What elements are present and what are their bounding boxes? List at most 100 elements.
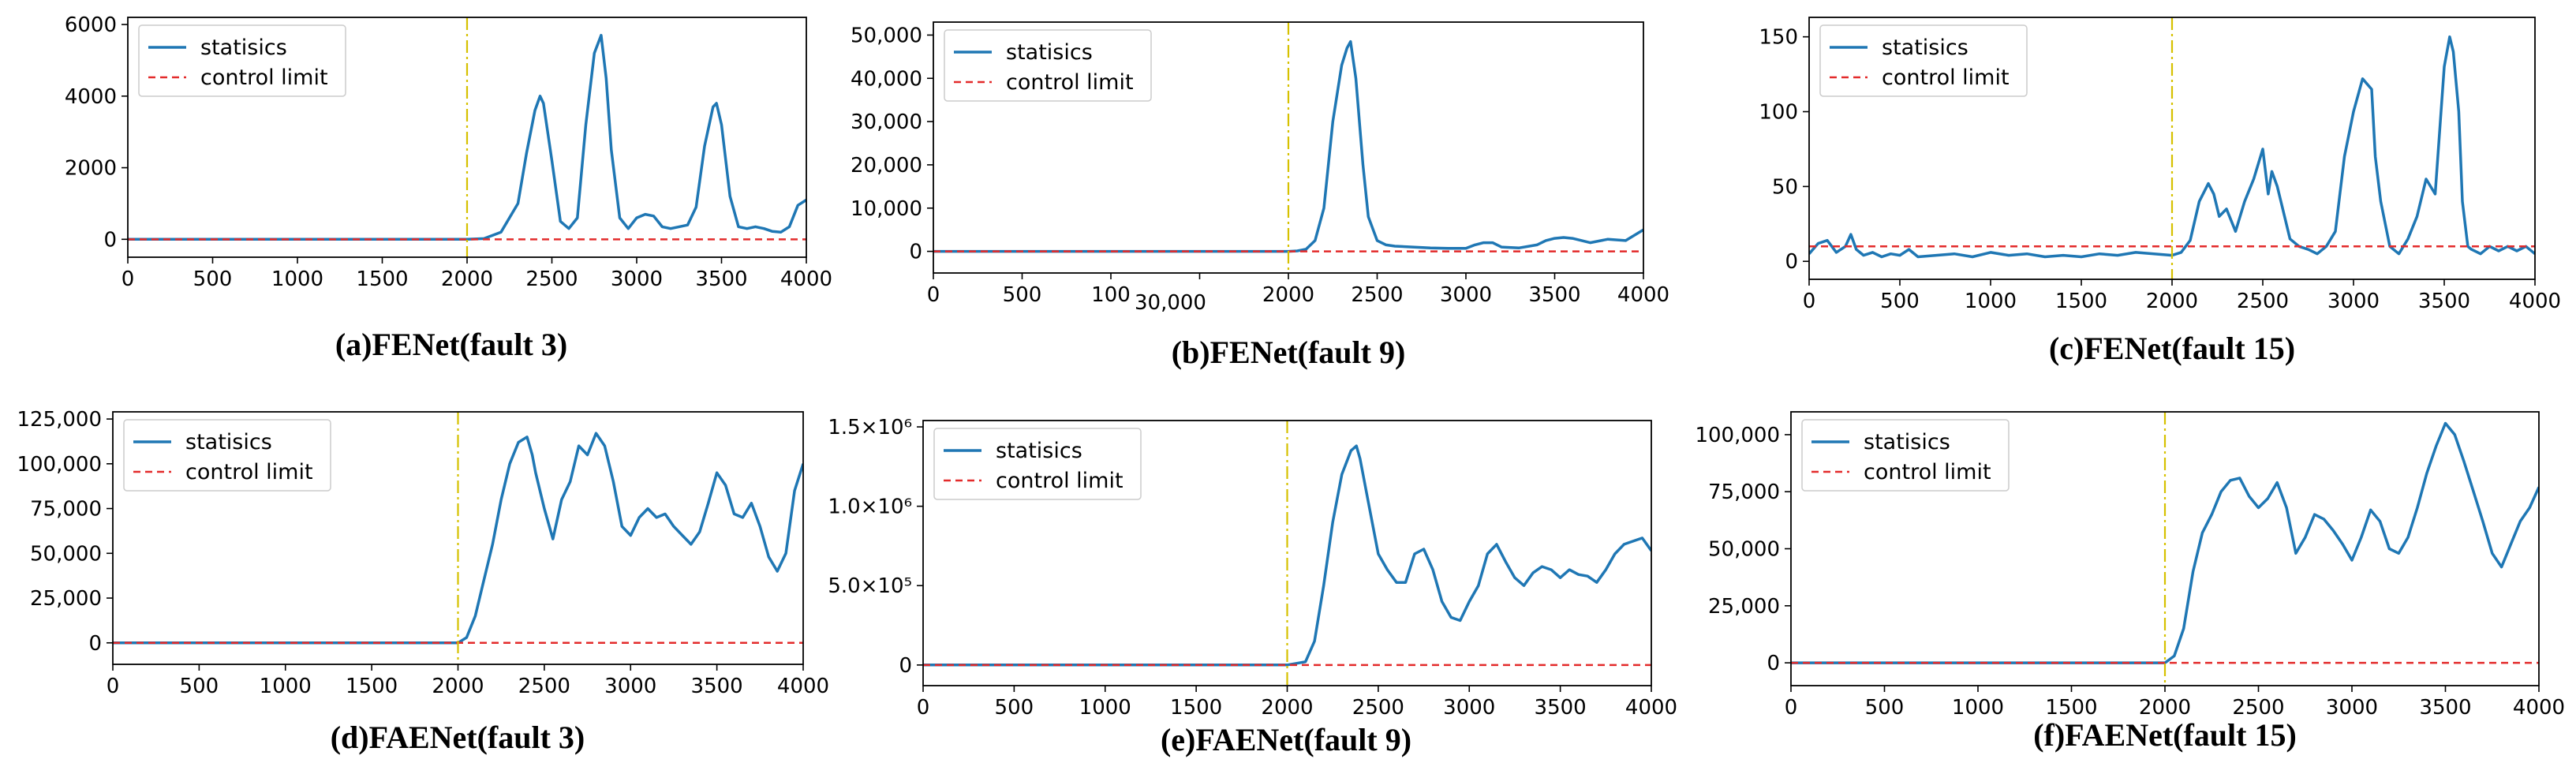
panel-caption: (f)FAENet(fault 15)	[2033, 717, 2297, 753]
panel-caption: (a)FENet(fault 3)	[335, 327, 567, 362]
x-tick-label: 3500	[1528, 283, 1580, 307]
y-tick-label: 75,000	[30, 498, 102, 522]
x-tick-label: 3500	[2419, 696, 2471, 720]
x-tick-label: 1500	[2045, 696, 2097, 720]
chart-panel-4: 0 500 1000 1500 2000 2500 3000 3500 4000 0 5.0×10⁵…	[828, 416, 1677, 757]
x-tick-label: 0	[122, 267, 135, 291]
statistic-line	[113, 432, 803, 645]
legend-limit-label: control limit	[1864, 460, 1991, 484]
legend-statistic-label: statisics	[185, 430, 272, 454]
statistic-line	[933, 39, 1643, 253]
x-tick-label: 4000	[1625, 696, 1677, 720]
legend-box	[933, 428, 1142, 500]
y-tick-label: 20,000	[851, 154, 922, 178]
x-tick-label: 3000	[604, 675, 656, 698]
x-tick-label: 1500	[356, 267, 408, 291]
y-tick-label: 100	[1759, 101, 1798, 125]
x-tick-label: 3000	[2327, 290, 2380, 313]
x-tick-label: 500	[1880, 290, 1920, 313]
y-tick-label: 30,000	[851, 110, 922, 134]
legend-box	[1801, 419, 2010, 492]
x-tick-label: 3000	[1443, 696, 1495, 720]
x-tick-label: 3500	[1535, 696, 1587, 720]
y-tick-label: 50,000	[30, 542, 102, 566]
statistic-line	[923, 444, 1651, 667]
y-tick-label: 25,000	[1708, 595, 1780, 619]
x-tick-label: 0	[107, 675, 120, 698]
y-tick-label: 5.0×10⁵	[828, 574, 912, 598]
legend-limit-label: control limit	[185, 460, 313, 484]
chart-panel-2: 0 500 1000 1500 2000 2500 3000 3500 4000 0 50 100 15…	[1759, 17, 2561, 366]
legend-box	[123, 419, 331, 492]
x-tick-label: 1000	[1952, 696, 2004, 720]
x-tick-label: 2500	[1352, 696, 1404, 720]
y-tick-label: 2000	[65, 157, 117, 181]
x-tick-label: 3000	[2326, 696, 2378, 720]
x-tick-label: 1500	[2055, 290, 2107, 313]
x-tick-label: 2500	[525, 267, 578, 291]
x-tick-label: 2500	[518, 675, 570, 698]
chart-panel-5: 0 500 1000 1500 2000 2500 3000 3500 4000 0 25,000 5…	[1695, 411, 2565, 753]
y-tick-label: 50,000	[851, 24, 922, 47]
y-tick-label: 75,000	[1708, 480, 1780, 504]
legend-statistic-label: statisics	[1882, 36, 1968, 60]
statistic-line	[1809, 35, 2535, 259]
y-tick-label: 10,000	[851, 197, 922, 221]
y-tick-label: 1.0×10⁶	[828, 495, 912, 519]
x-tick-label: 500	[180, 675, 219, 698]
x-tick-label: 1000	[1965, 290, 2017, 313]
x-tick-label: 2500	[2237, 290, 2289, 313]
y-tick-label: 0	[899, 654, 912, 678]
x-tick-label: 1000	[1079, 696, 1131, 720]
legend-statistic-label: statisics	[200, 36, 287, 60]
x-tick-label: 0	[917, 696, 930, 720]
x-tick-label: 2000	[1261, 696, 1313, 720]
panel-caption: (e)FAENet(fault 9)	[1161, 722, 1411, 757]
legend-statistic-label: statisics	[996, 439, 1082, 463]
legend-box	[138, 24, 346, 97]
x-tick-label: 100	[1091, 283, 1131, 307]
x-tick-label: 500	[1003, 283, 1042, 307]
legend-limit-label: control limit	[200, 65, 328, 90]
x-tick-label: 4000	[1617, 283, 1669, 307]
x-tick-label: 1000	[260, 675, 312, 698]
y-tick-label: 0	[103, 228, 117, 252]
x-tick-label: 1500	[346, 675, 398, 698]
y-tick-label: 50	[1772, 175, 1798, 199]
x-tick-label: 4000	[2513, 696, 2565, 720]
x-tick-label: 500	[1865, 696, 1905, 720]
x-tick-label: 1000	[271, 267, 323, 291]
legend-statistic-label: statisics	[1006, 40, 1093, 65]
y-tick-label: 125,000	[17, 408, 102, 432]
y-tick-label: 4000	[65, 85, 117, 109]
chart-panel-3: 0 500 1000 1500 2000 2500 3000 3500 4000 0 25,000 5…	[17, 408, 829, 755]
legend-limit-label: control limit	[996, 469, 1123, 493]
legend-box	[944, 29, 1152, 102]
legend-statistic-label: statisics	[1864, 430, 1950, 454]
x-tick-label: 3500	[691, 675, 743, 698]
y-tick-label: 50,000	[1708, 538, 1780, 562]
x-tick-label: 4000	[780, 267, 832, 291]
chart-panel-0: 0 500 1000 1500 2000 2500 3000 3500 4000 0 2000 400…	[65, 13, 832, 362]
x-tick-label: 2000	[432, 675, 484, 698]
y-tick-label: 40,000	[851, 67, 922, 91]
y-tick-label: 1.5×10⁶	[828, 416, 912, 439]
x-tick-label: 3000	[1440, 283, 1492, 307]
x-tick-label: 2000	[2146, 290, 2198, 313]
statistic-line	[128, 33, 806, 241]
x-tick-label: 0	[927, 283, 940, 307]
x-tick-label: 2000	[1262, 283, 1314, 307]
stray-tick-label: 30,000	[1135, 291, 1206, 315]
panel-caption: (d)FAENet(fault 3)	[331, 720, 585, 755]
panel-caption: (b)FENet(fault 9)	[1172, 335, 1406, 370]
y-tick-label: 0	[1767, 652, 1780, 675]
statistic-line	[1791, 421, 2539, 664]
y-tick-label: 0	[1785, 250, 1798, 274]
x-tick-label: 2500	[1351, 283, 1403, 307]
legend-limit-label: control limit	[1006, 70, 1134, 95]
x-tick-label: 4000	[777, 675, 829, 698]
x-tick-label: 3000	[611, 267, 663, 291]
x-tick-label: 4000	[2509, 290, 2561, 313]
y-tick-label: 0	[909, 241, 922, 264]
